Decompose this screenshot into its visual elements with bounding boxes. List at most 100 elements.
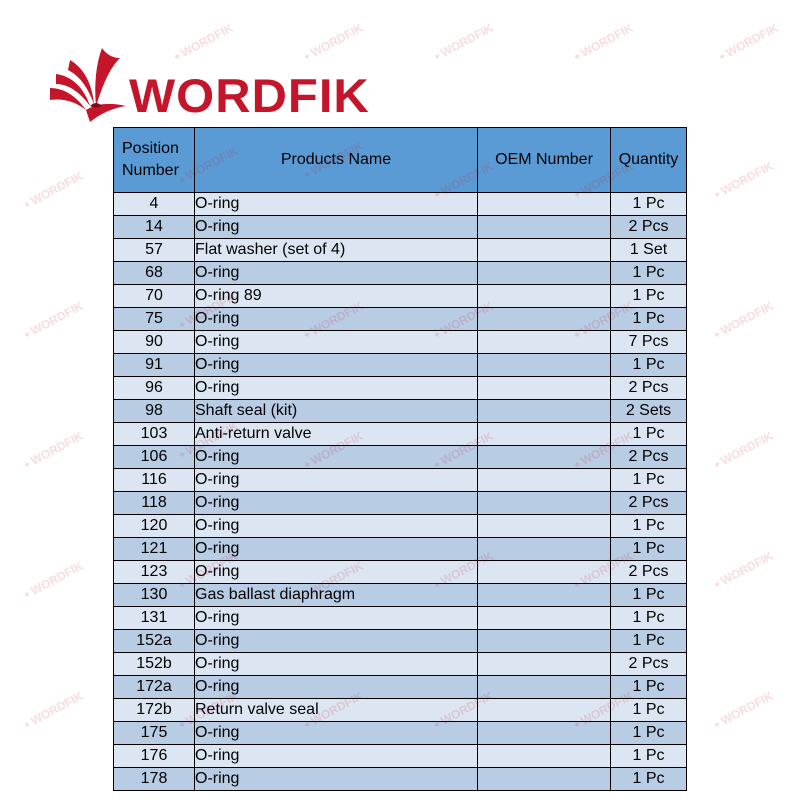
position-cell: 118 [113, 491, 195, 515]
header-products-name: Products Name [194, 127, 478, 193]
oem-number-cell [477, 537, 611, 561]
table-row: 176 O-ring 1 Pc [113, 744, 687, 768]
quantity-cell: 1 Pc [610, 514, 687, 538]
oem-number-cell [477, 606, 611, 630]
table-row: 70 O-ring 89 1 Pc [113, 284, 687, 308]
quantity-cell: 1 Pc [610, 192, 687, 216]
oem-number-cell [477, 445, 611, 469]
oem-number-cell [477, 238, 611, 262]
position-cell: 172a [113, 675, 195, 699]
oem-number-cell [477, 767, 611, 791]
oem-number-cell [477, 192, 611, 216]
position-cell: 75 [113, 307, 195, 331]
position-cell: 106 [113, 445, 195, 469]
table-row: 152b O-ring 2 Pcs [113, 652, 687, 676]
position-cell: 175 [113, 721, 195, 745]
oem-number-cell [477, 284, 611, 308]
table-row: 131 O-ring 1 Pc [113, 606, 687, 630]
oem-number-cell [477, 560, 611, 584]
product-name-cell: O-ring [194, 468, 478, 492]
product-name-cell: O-ring [194, 721, 478, 745]
product-name-cell: O-ring [194, 445, 478, 469]
position-cell: 98 [113, 399, 195, 423]
position-cell: 172b [113, 698, 195, 722]
watermark-text: ✦WORDFIK [430, 21, 495, 65]
product-name-cell: O-ring [194, 330, 478, 354]
parts-table-body: 4 O-ring 1 Pc 14 O-ring 2 Pcs 57 Flat washer (s… [113, 192, 687, 791]
table-row: 172b Return valve seal 1 Pc [113, 698, 687, 722]
header-oem-number: OEM Number [477, 127, 611, 193]
table-row: 120 O-ring 1 Pc [113, 514, 687, 538]
product-name-cell: Anti-return valve [194, 422, 478, 446]
table-row: 14 O-ring 2 Pcs [113, 215, 687, 239]
quantity-cell: 2 Sets [610, 399, 687, 423]
watermark-bird-icon: ✦ [571, 50, 584, 65]
table-row: 103 Anti-return valve 1 Pc [113, 422, 687, 446]
table-row: 118 O-ring 2 Pcs [113, 491, 687, 515]
table-header-row: Position Number Products Name OEM Number… [113, 127, 687, 193]
quantity-cell: 2 Pcs [610, 652, 687, 676]
quantity-cell: 1 Pc [610, 767, 687, 791]
quantity-cell: 1 Pc [610, 537, 687, 561]
watermark-bird-icon: ✦ [711, 718, 724, 733]
position-cell: 123 [113, 560, 195, 584]
watermark-bird-icon: ✦ [711, 458, 724, 473]
table-row: 96 O-ring 2 Pcs [113, 376, 687, 400]
position-cell: 14 [113, 215, 195, 239]
table-row: 90 O-ring 7 Pcs [113, 330, 687, 354]
product-name-cell: Gas ballast diaphragm [194, 583, 478, 607]
oem-number-cell [477, 215, 611, 239]
product-name-cell: O-ring [194, 767, 478, 791]
quantity-cell: 1 Pc [610, 744, 687, 768]
oem-number-cell [477, 399, 611, 423]
position-cell: 131 [113, 606, 195, 630]
quantity-cell: 1 Pc [610, 629, 687, 653]
position-cell: 152a [113, 629, 195, 653]
product-name-cell: O-ring [194, 560, 478, 584]
position-cell: 103 [113, 422, 195, 446]
oem-number-cell [477, 629, 611, 653]
watermark-label: WORDFIK [718, 688, 776, 728]
position-cell: 96 [113, 376, 195, 400]
product-name-cell: O-ring [194, 307, 478, 331]
watermark-label: WORDFIK [723, 20, 781, 60]
watermark-text: ✦WORDFIK [570, 21, 635, 65]
position-cell: 4 [113, 192, 195, 216]
watermark-label: WORDFIK [718, 428, 776, 468]
oem-number-cell [477, 422, 611, 446]
product-name-cell: O-ring [194, 675, 478, 699]
quantity-cell: 2 Pcs [610, 445, 687, 469]
watermark-bird-icon: ✦ [716, 50, 729, 65]
quantity-cell: 2 Pcs [610, 215, 687, 239]
product-name-cell: O-ring 89 [194, 284, 478, 308]
quantity-cell: 2 Pcs [610, 376, 687, 400]
position-cell: 57 [113, 238, 195, 262]
watermark-label: WORDFIK [438, 20, 496, 60]
oem-number-cell [477, 353, 611, 377]
product-name-cell: O-ring [194, 537, 478, 561]
watermark-label: WORDFIK [28, 428, 86, 468]
quantity-cell: 1 Pc [610, 307, 687, 331]
watermark-text: ✦WORDFIK [710, 689, 775, 733]
position-cell: 121 [113, 537, 195, 561]
quantity-cell: 1 Pc [610, 422, 687, 446]
product-name-cell: O-ring [194, 652, 478, 676]
quantity-cell: 1 Pc [610, 675, 687, 699]
product-name-cell: Flat washer (set of 4) [194, 238, 478, 262]
watermark-bird-icon: ✦ [21, 198, 34, 213]
watermark-text: ✦WORDFIK [715, 21, 780, 65]
watermark-label: WORDFIK [578, 20, 636, 60]
watermark-text: ✦WORDFIK [710, 429, 775, 473]
oem-number-cell [477, 675, 611, 699]
table-row: 121 O-ring 1 Pc [113, 537, 687, 561]
quantity-cell: 7 Pcs [610, 330, 687, 354]
oem-number-cell [477, 261, 611, 285]
quantity-cell: 1 Pc [610, 284, 687, 308]
quantity-cell: 1 Pc [610, 353, 687, 377]
watermark-text: ✦WORDFIK [710, 159, 775, 203]
oem-number-cell [477, 330, 611, 354]
table-row: 57 Flat washer (set of 4) 1 Set [113, 238, 687, 262]
oem-number-cell [477, 376, 611, 400]
quantity-cell: 1 Pc [610, 468, 687, 492]
header-quantity: Quantity [610, 127, 687, 193]
